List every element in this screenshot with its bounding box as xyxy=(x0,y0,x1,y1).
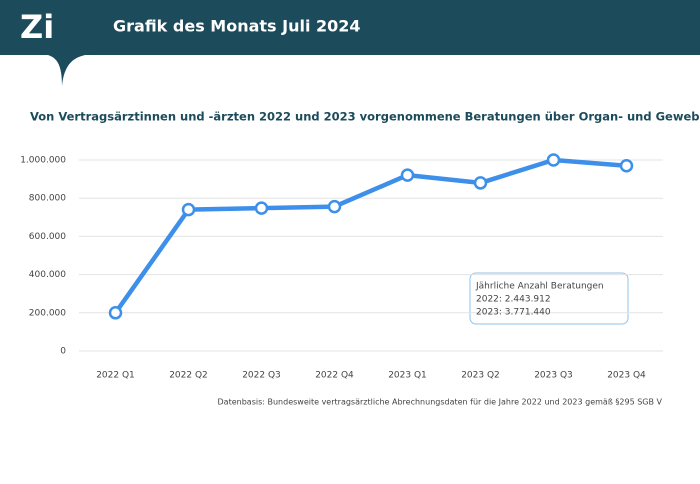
marker xyxy=(108,306,123,320)
y-tick-label: 200.000 xyxy=(29,308,66,318)
marker xyxy=(400,168,415,182)
annotation-text: Jährliche Anzahl Beratungen xyxy=(475,282,604,292)
y-tick-label: 600.000 xyxy=(29,232,66,242)
header-tab xyxy=(40,54,96,86)
marker xyxy=(254,201,269,215)
x-tick-label: 2023 Q2 xyxy=(461,371,500,381)
marker xyxy=(619,158,634,173)
x-tick-label: 2022 Q1 xyxy=(96,371,135,381)
y-tick-label: 400.000 xyxy=(29,270,66,280)
x-tick-label: 2023 Q1 xyxy=(388,371,427,381)
y-tick-label: 0 xyxy=(60,347,66,357)
x-tick-label: 2023 Q4 xyxy=(607,371,646,381)
x-tick-label: 2022 Q2 xyxy=(169,371,208,381)
source: Datenbasis: Bundesweite vertragsärztlich… xyxy=(218,398,663,407)
line xyxy=(113,157,627,315)
header-title: Grafik des Monats Juli 2024 xyxy=(113,17,361,36)
marker xyxy=(546,153,561,167)
chart-title: Von Vertragsärztinnen und -ärzten 2022 u… xyxy=(30,110,700,124)
marker xyxy=(327,199,342,214)
y-tick-label: 1.000.000 xyxy=(20,156,66,166)
x-tick-label: 2022 Q3 xyxy=(242,371,281,381)
logo: Zi xyxy=(20,8,54,46)
x-tick-label: 2022 Q4 xyxy=(315,371,354,381)
header-band xyxy=(0,0,700,55)
marker xyxy=(473,176,488,190)
annotation-box xyxy=(469,272,629,325)
x-tick-label: 2023 Q3 xyxy=(534,371,573,381)
y-tick-label: 800.000 xyxy=(29,194,66,204)
annotation-text: 2022: 2.443.912 xyxy=(476,295,551,305)
marker xyxy=(181,202,196,217)
annotation-text: 2023: 3.771.440 xyxy=(476,308,551,318)
